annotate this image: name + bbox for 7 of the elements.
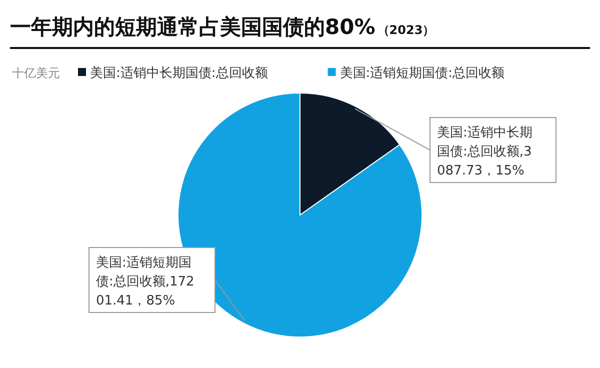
legend-label: 美国:适销短期国债:总回收额 xyxy=(340,65,505,81)
chart-subtitle: （2023） xyxy=(377,23,435,37)
data-label: 美国:适销中长期国债:总回收额,3087.73，15% xyxy=(437,124,532,179)
chart-title: 一年期内的短期通常占美国国债的80% xyxy=(10,15,376,39)
legend-label: 美国:适销中长期国债:总回收额 xyxy=(90,65,268,81)
text: 十亿美元 xyxy=(12,66,60,80)
data-label: 美国:适销短期国债:总回收额,17201.41，85% xyxy=(96,254,194,308)
